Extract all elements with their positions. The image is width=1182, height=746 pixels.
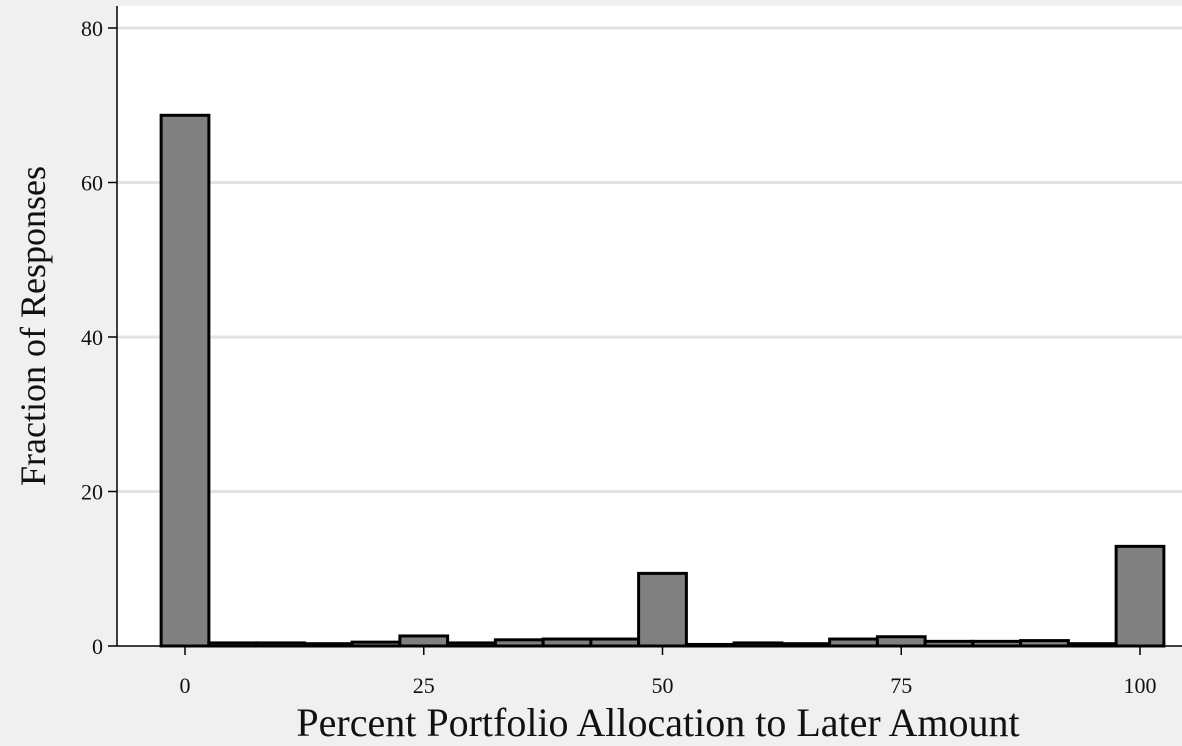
histogram-bar xyxy=(1019,639,1070,648)
x-tick-label: 25 xyxy=(413,673,435,698)
axes: 0 20 40 60 80 0 25 50 75 100 xyxy=(81,6,1182,698)
x-tick-label: 75 xyxy=(890,673,912,698)
y-tick-label: 60 xyxy=(81,171,103,196)
histogram-bar xyxy=(398,634,450,648)
histogram-bar xyxy=(875,635,927,648)
y-tick-label: 80 xyxy=(81,16,103,41)
histogram-bar xyxy=(1114,544,1166,648)
x-axis-title: Percent Portfolio Allocation to Later Am… xyxy=(296,700,1019,745)
y-tick-label: 0 xyxy=(92,634,103,659)
histogram-bar xyxy=(493,638,545,648)
histogram-bar xyxy=(589,637,641,648)
histogram-bar xyxy=(637,571,688,648)
x-tick-label: 0 xyxy=(180,673,191,698)
gridlines xyxy=(117,26,1182,493)
y-tick-label: 40 xyxy=(81,325,103,350)
x-tick-label: 50 xyxy=(652,673,674,698)
y-tick-label: 20 xyxy=(81,480,103,505)
plot-area xyxy=(117,6,1182,646)
histogram-bar xyxy=(828,637,879,648)
bars xyxy=(159,113,1166,648)
x-tick-label: 100 xyxy=(1124,673,1157,698)
histogram-bar xyxy=(541,637,593,648)
y-axis-title: Fraction of Responses xyxy=(13,166,53,486)
histogram-bar xyxy=(159,113,211,648)
